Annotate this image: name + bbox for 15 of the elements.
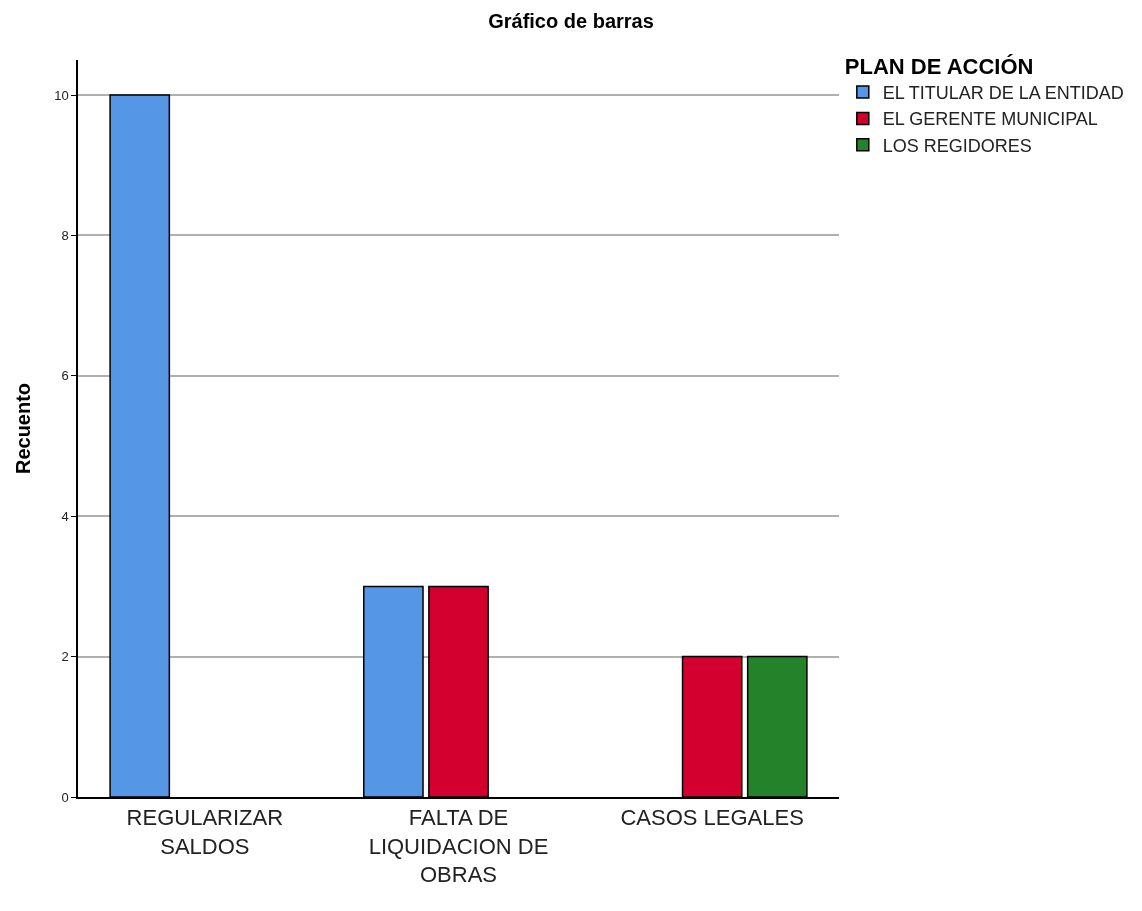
y-tick-label: 6 [61, 368, 69, 384]
legend-label: EL GERENTE MUNICIPAL [882, 109, 1098, 130]
y-tick-label: 2 [61, 649, 69, 665]
x-tick-label: REGULARIZAR SALDOS [126, 805, 284, 859]
x-tick-label: FALTA DE LIQUIDACION DE OBRAS [368, 805, 549, 888]
x-tick-label: CASOS LEGALES [620, 805, 804, 831]
y-tick-label: 0 [61, 789, 69, 805]
y-axis-title: Recuento [12, 382, 35, 475]
y-tick-label: 4 [61, 508, 69, 524]
y-tick-label: 8 [61, 228, 69, 244]
chart-title: Gráfico de barras [488, 9, 654, 32]
legend-title: PLAN DE ACCIÓN [844, 53, 1034, 79]
legend-label: LOS REGIDORES [882, 135, 1032, 156]
legend-label: EL TITULAR DE LA ENTIDAD [882, 83, 1124, 104]
y-tick-label: 10 [54, 87, 69, 103]
